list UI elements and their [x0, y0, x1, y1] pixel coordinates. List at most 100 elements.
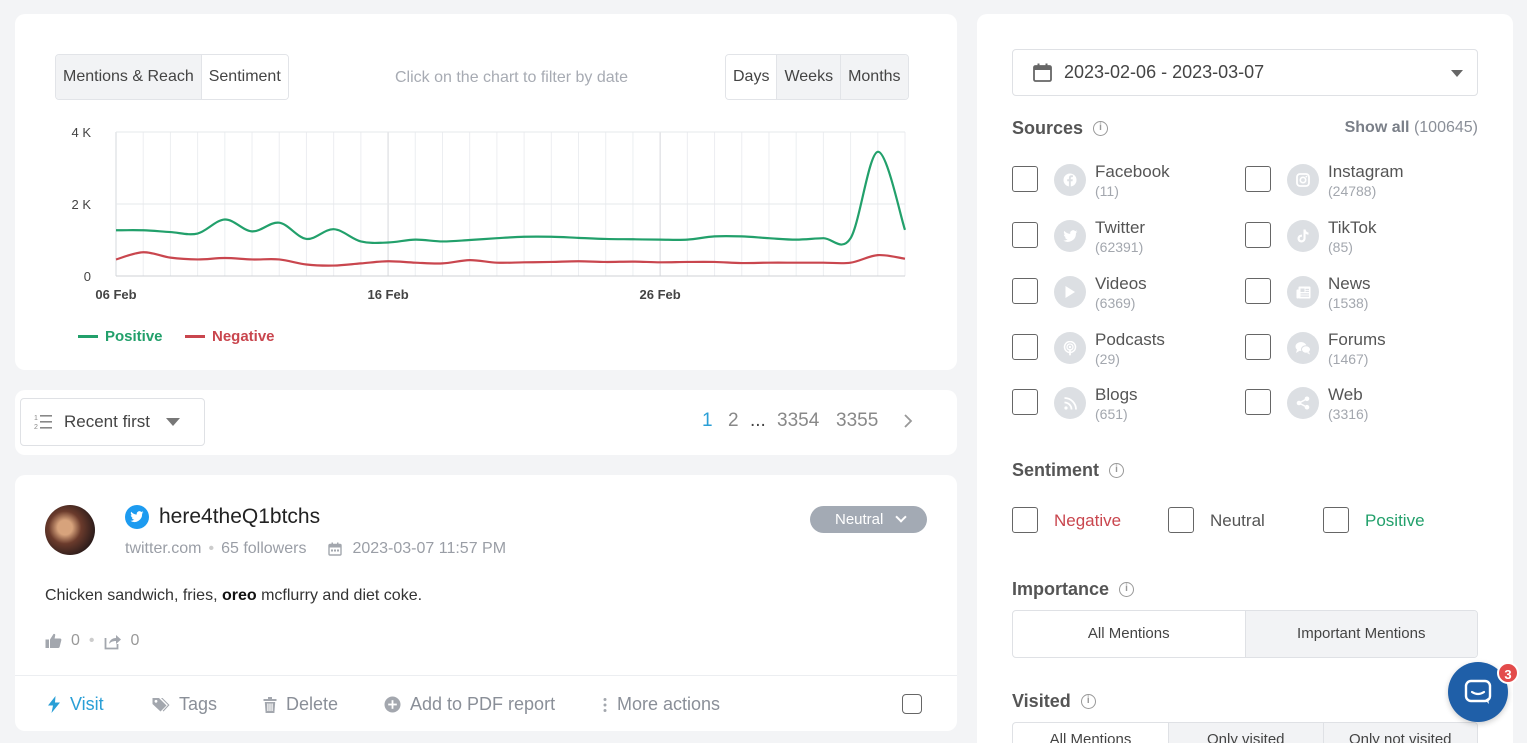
avatar[interactable]	[45, 505, 95, 555]
source-videos: Videos (6369)	[1012, 272, 1232, 312]
range-days-button[interactable]: Days	[726, 55, 778, 99]
tiktok-checkbox[interactable]	[1245, 222, 1271, 248]
podcasts-checkbox[interactable]	[1012, 334, 1038, 360]
web-checkbox[interactable]	[1245, 389, 1271, 415]
select-mention-checkbox[interactable]	[902, 694, 922, 714]
tab-mentions-reach[interactable]: Mentions & Reach	[56, 55, 202, 99]
videos-checkbox[interactable]	[1012, 278, 1038, 304]
visited-toggle: All Mentions Only visited Only not visit…	[1012, 722, 1478, 743]
rss-icon	[1054, 387, 1086, 419]
chart-series	[115, 150, 907, 267]
positive-checkbox[interactable]	[1323, 507, 1349, 533]
importance-toggle: All Mentions Important Mentions	[1012, 610, 1478, 658]
source-name: Podcasts	[1095, 330, 1165, 349]
range-months-button[interactable]: Months	[841, 55, 908, 99]
page-1[interactable]: 1	[702, 410, 713, 431]
more-actions-button[interactable]: More actions	[602, 694, 720, 715]
mention-text-after: mcflurry and diet coke.	[256, 587, 423, 604]
sources-title: Sources	[1012, 118, 1084, 138]
importance-all-button[interactable]: All Mentions	[1087, 625, 1170, 642]
chart-mode-toggle: Mentions & Reach Sentiment	[55, 54, 289, 100]
twitter-checkbox[interactable]	[1012, 222, 1038, 248]
info-icon[interactable]: i	[1093, 121, 1109, 136]
source-web: Web (3316)	[1245, 383, 1465, 423]
show-all-link[interactable]: Show all (100645)	[1345, 119, 1478, 137]
source-count: (651)	[1095, 406, 1128, 422]
sentiment-dropdown[interactable]: Neutral	[810, 506, 927, 533]
instagram-checkbox[interactable]	[1245, 166, 1271, 192]
chart-range-toggle: Days Weeks Months	[725, 54, 909, 100]
sort-pagination-bar: 1 2 Recent first 1 2 ... 3354 3355	[15, 390, 957, 455]
source-domain[interactable]: twitter.com	[125, 540, 202, 557]
source-count: (62391)	[1095, 239, 1144, 255]
blogs-checkbox[interactable]	[1012, 389, 1038, 415]
delete-button[interactable]: Delete	[263, 694, 338, 715]
range-weeks-button[interactable]: Weeks	[777, 55, 842, 99]
mention-datetime: 2023-03-07 11:57 PM	[352, 540, 507, 557]
podcast-icon	[1054, 332, 1086, 364]
legend-negative[interactable]: Negative	[185, 328, 275, 345]
source-blogs: Blogs (651)	[1012, 383, 1232, 423]
mention-keyword: oreo	[221, 587, 257, 604]
chart-hint: Click on the chart to filter by date	[395, 69, 628, 86]
chat-bubbles-icon	[1287, 332, 1319, 364]
sources-heading: Sources i	[1012, 118, 1109, 139]
show-all-label: Show all	[1344, 119, 1410, 136]
neutral-checkbox[interactable]	[1168, 507, 1194, 533]
visited-not-button[interactable]: Only not visited	[1322, 723, 1477, 743]
twitter-icon	[125, 505, 149, 529]
source-podcasts: Podcasts (29)	[1012, 328, 1232, 368]
engagement-stats: 0 • 0	[45, 632, 139, 650]
sort-dropdown[interactable]: 1 2 Recent first	[20, 398, 205, 446]
author-name[interactable]: here4theQ1btchs	[159, 505, 321, 528]
chevron-down-icon	[165, 418, 180, 426]
neutral-label: Neutral	[1210, 511, 1265, 530]
delete-label: Delete	[286, 694, 339, 714]
importance-important-button[interactable]: Important Mentions	[1244, 611, 1477, 657]
calendar-icon	[328, 542, 343, 556]
source-count: (1538)	[1328, 295, 1369, 311]
legend-negative-swatch	[185, 335, 205, 338]
negative-label: Negative	[1054, 511, 1122, 530]
tiktok-icon	[1287, 220, 1319, 252]
facebook-checkbox[interactable]	[1012, 166, 1038, 192]
info-icon[interactable]: i	[1119, 582, 1135, 597]
legend-positive[interactable]: Positive	[78, 328, 163, 345]
tags-button[interactable]: Tags	[152, 694, 217, 715]
info-icon[interactable]: i	[1080, 694, 1096, 709]
source-count: (1467)	[1328, 351, 1369, 367]
page-3354[interactable]: 3354	[777, 410, 820, 431]
news-checkbox[interactable]	[1245, 278, 1271, 304]
x-axis-ticks: 06 Feb 16 Feb 26 Feb	[95, 287, 680, 302]
chart-card: Mentions & Reach Sentiment Click on the …	[15, 14, 957, 370]
mention-meta: twitter.com • 65 followers 2023-03-07 11…	[125, 540, 506, 558]
source-name: Videos	[1095, 274, 1147, 293]
info-icon[interactable]: i	[1109, 463, 1125, 478]
negative-checkbox[interactable]	[1012, 507, 1038, 533]
sentiment-chart[interactable]: 0 2 K 4 K 06 Feb 16 Feb 26 Feb	[15, 14, 957, 314]
series-line-negative	[115, 251, 906, 267]
tab-sentiment[interactable]: Sentiment	[201, 55, 288, 99]
forums-checkbox[interactable]	[1245, 334, 1271, 360]
source-name: Instagram	[1328, 162, 1404, 181]
visited-only-button[interactable]: Only visited	[1168, 723, 1323, 743]
visit-button[interactable]: Visit	[47, 694, 104, 715]
shares-count: 0	[130, 632, 140, 649]
legend-positive-label: Positive	[105, 328, 163, 345]
next-page-icon[interactable]	[902, 414, 914, 428]
page-ellipsis: ...	[750, 410, 766, 431]
more-actions-label: More actions	[617, 694, 721, 714]
source-name: TikTok	[1328, 218, 1377, 237]
sentiment-heading: Sentiment i	[1012, 460, 1125, 481]
filter-panel: 2023-02-06 - 2023-03-07 Sources i Show a…	[977, 14, 1513, 743]
mention-content: Chicken sandwich, fries, oreo mcflurry a…	[45, 587, 422, 605]
visited-all-button[interactable]: All Mentions	[1049, 731, 1132, 743]
page-2[interactable]: 2	[728, 410, 739, 431]
follower-count: 65 followers	[221, 540, 307, 557]
source-name: Blogs	[1095, 385, 1138, 404]
visited-title: Visited	[1012, 691, 1071, 711]
add-to-pdf-button[interactable]: Add to PDF report	[384, 694, 555, 715]
page-3355[interactable]: 3355	[836, 410, 879, 431]
mention-card: here4theQ1btchs twitter.com • 65 followe…	[15, 475, 957, 731]
date-range-picker[interactable]: 2023-02-06 - 2023-03-07	[1012, 49, 1478, 96]
